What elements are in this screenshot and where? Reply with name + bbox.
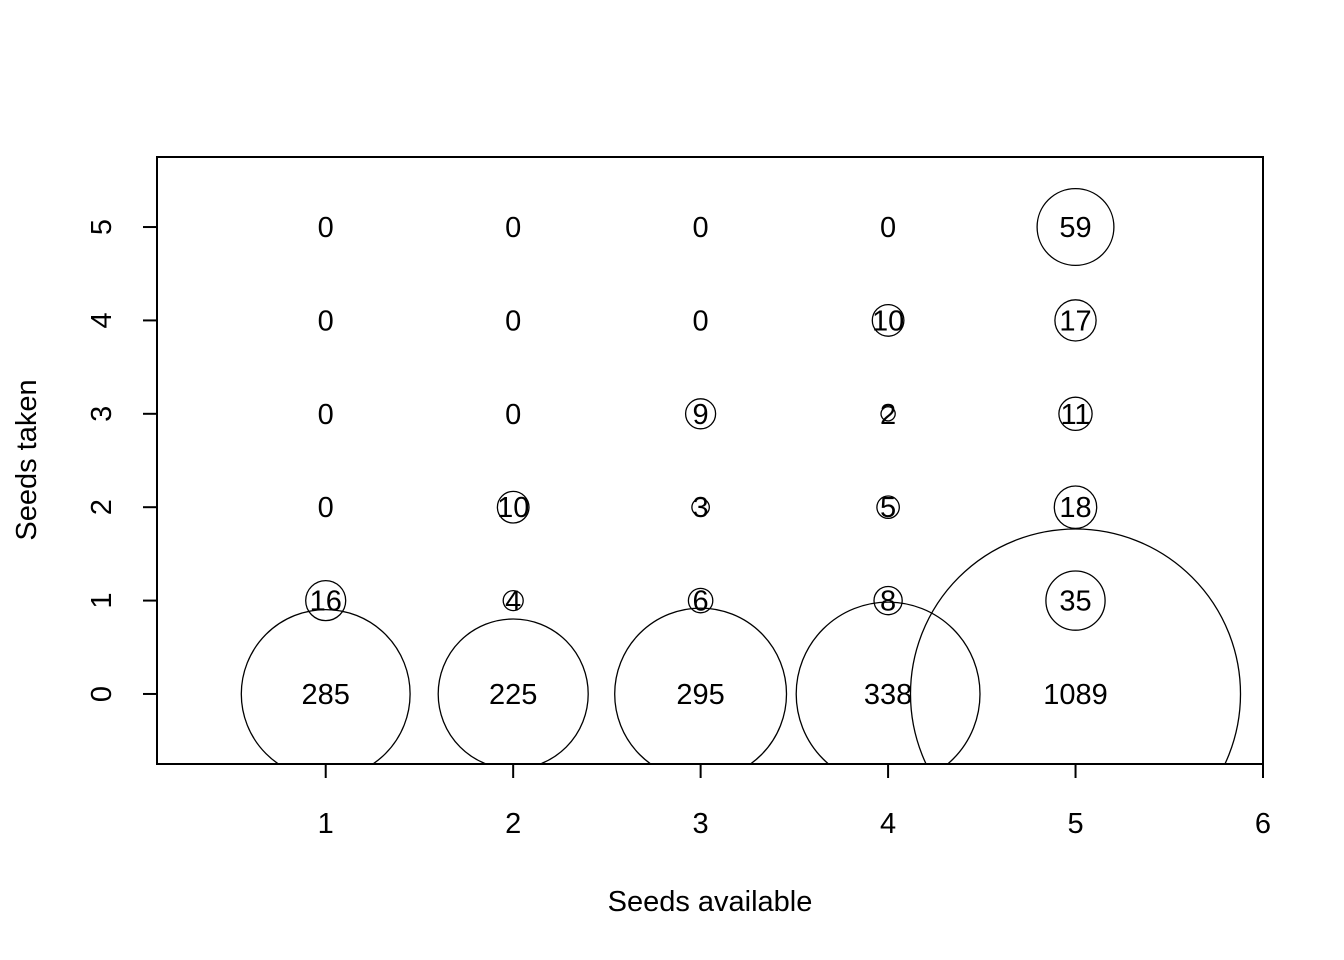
data-label: 0 [318,305,334,337]
x-tick-label: 4 [880,808,896,840]
data-label: 17 [1059,305,1091,337]
bubble [876,495,900,520]
data-label: 225 [489,679,537,711]
bubble [687,587,714,614]
data-label: 0 [505,305,521,337]
bubble [437,618,589,764]
x-tick-label: 2 [505,808,521,840]
bubble [871,303,905,337]
data-label: 9 [693,399,709,431]
x-tick-label: 3 [693,808,709,840]
bubble [795,601,981,764]
data-label: 0 [318,399,334,431]
data-label: 59 [1059,212,1091,244]
data-label: 6 [693,586,709,618]
y-tick-label: 3 [86,406,118,422]
bubbles-layer [240,187,1242,764]
data-label: 0 [693,305,709,337]
y-tick-label: 4 [86,312,118,328]
data-label: 2 [880,399,896,431]
y-axis: 0 1 2 3 4 5 [86,219,158,702]
cell-labels-layer: 285 16 0 0 0 0 225 4 10 0 0 0 295 6 3 9 0 0 338 8 5 2 10 0 1089 3… [302,212,1108,711]
data-label: 0 [505,212,521,244]
data-label: 5 [880,492,896,524]
bubble [305,579,347,622]
bubble [496,490,530,524]
data-label: 285 [302,679,350,711]
bubble [502,589,524,612]
data-label: 0 [318,212,334,244]
bubble [1054,299,1097,342]
data-label: 338 [864,679,912,711]
x-tick-label: 6 [1255,808,1271,840]
bubble [873,585,903,616]
x-tick-label: 1 [318,808,334,840]
data-label: 18 [1059,492,1091,524]
data-label: 1089 [1043,679,1108,711]
data-label: 0 [693,212,709,244]
bubble [1058,396,1093,432]
y-tick-label: 2 [86,499,118,515]
data-label: 10 [497,492,529,524]
data-label: 10 [872,305,904,337]
bubble [880,406,896,422]
data-label: 35 [1059,586,1091,618]
data-label: 0 [318,492,334,524]
data-label: 0 [880,212,896,244]
bubble [1036,187,1115,267]
y-axis-title: Seeds taken [11,379,43,540]
y-tick-label: 1 [86,593,118,609]
data-label: 11 [1060,399,1090,431]
bubble [614,607,788,764]
y-tick-label: 0 [86,686,118,702]
bubble [691,497,710,517]
data-label: 8 [880,586,896,618]
bubble [684,398,717,430]
x-axis-title: Seeds available [608,886,813,918]
y-tick-label: 5 [86,219,118,235]
bubble [1045,570,1106,631]
data-label: 295 [676,679,724,711]
bubble [240,608,411,764]
data-label: 16 [310,586,342,618]
data-label: 0 [505,399,521,431]
plot-frame [156,156,1264,765]
x-axis: 1 2 3 4 5 6 [318,763,1271,840]
bubble [1053,485,1098,530]
data-label: 4 [505,586,521,618]
data-label: 3 [693,492,709,524]
x-tick-label: 5 [1067,808,1083,840]
